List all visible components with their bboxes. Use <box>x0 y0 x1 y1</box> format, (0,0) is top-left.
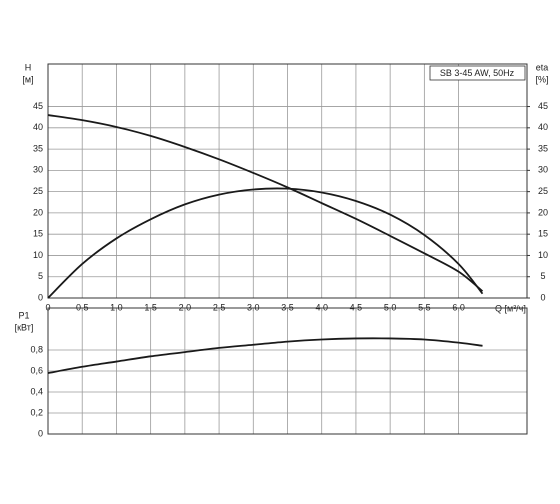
y-tick-label: 0,2 <box>30 407 43 417</box>
y-tick-label: 40 <box>33 122 43 132</box>
y2-tick-label: 5 <box>540 271 545 281</box>
y-tick-label: 45 <box>33 101 43 111</box>
y-axis-unit: [кВт] <box>15 322 34 332</box>
plot-frame <box>47 63 528 299</box>
x-tick-label: 1,5 <box>144 302 157 312</box>
y-axis-unit: [м] <box>22 74 33 84</box>
curve <box>47 337 483 374</box>
y-tick-label: 0,6 <box>30 365 43 375</box>
y2-tick-label: 20 <box>538 207 548 217</box>
x-tick-label: 4,0 <box>315 302 328 312</box>
y-tick-label: 20 <box>33 207 43 217</box>
y2-axis-label: eta <box>536 62 549 72</box>
y2-tick-label: 40 <box>538 122 548 132</box>
y-axis-label: H <box>25 62 32 72</box>
y-tick-label: 0 <box>38 292 43 302</box>
title-box <box>429 65 526 81</box>
y-tick-label: 5 <box>38 271 43 281</box>
y2-tick-label: 0 <box>540 292 545 302</box>
x-tick-label: 1,0 <box>110 302 123 312</box>
curve <box>47 187 484 299</box>
x-tick-label: 3,5 <box>281 302 294 312</box>
x-tick-label: 0,5 <box>76 302 89 312</box>
x-tick-label: 6,0 <box>452 302 465 312</box>
chart-title: SB 3-45 AW, 50Hz <box>440 68 515 78</box>
y2-tick-label: 25 <box>538 186 548 196</box>
y-tick-label: 10 <box>33 250 43 260</box>
x-tick-label: 5,0 <box>384 302 397 312</box>
x-tick-label: 5,5 <box>418 302 431 312</box>
y-tick-label: 0,4 <box>30 386 43 396</box>
y-tick-label: 0 <box>38 428 43 438</box>
x-tick-label: 0 <box>45 302 50 312</box>
y2-tick-label: 30 <box>538 165 548 175</box>
plot-frame <box>47 307 528 435</box>
y-tick-label: 0,8 <box>30 344 43 354</box>
y2-tick-label: 10 <box>538 250 548 260</box>
y-tick-label: 30 <box>33 165 43 175</box>
curve <box>47 114 484 292</box>
x-tick-label: 2,5 <box>213 302 226 312</box>
y-axis-label: P1 <box>18 310 29 320</box>
x-tick-label: 2,0 <box>179 302 192 312</box>
y2-tick-label: 15 <box>538 229 548 239</box>
y-tick-label: 35 <box>33 143 43 153</box>
x-tick-label: 4,5 <box>350 302 363 312</box>
y2-tick-label: 35 <box>538 143 548 153</box>
y2-axis-unit: [%] <box>535 74 548 84</box>
y-tick-label: 25 <box>33 186 43 196</box>
y-tick-label: 15 <box>33 229 43 239</box>
x-tick-label: 3,0 <box>247 302 260 312</box>
y2-tick-label: 45 <box>538 101 548 111</box>
